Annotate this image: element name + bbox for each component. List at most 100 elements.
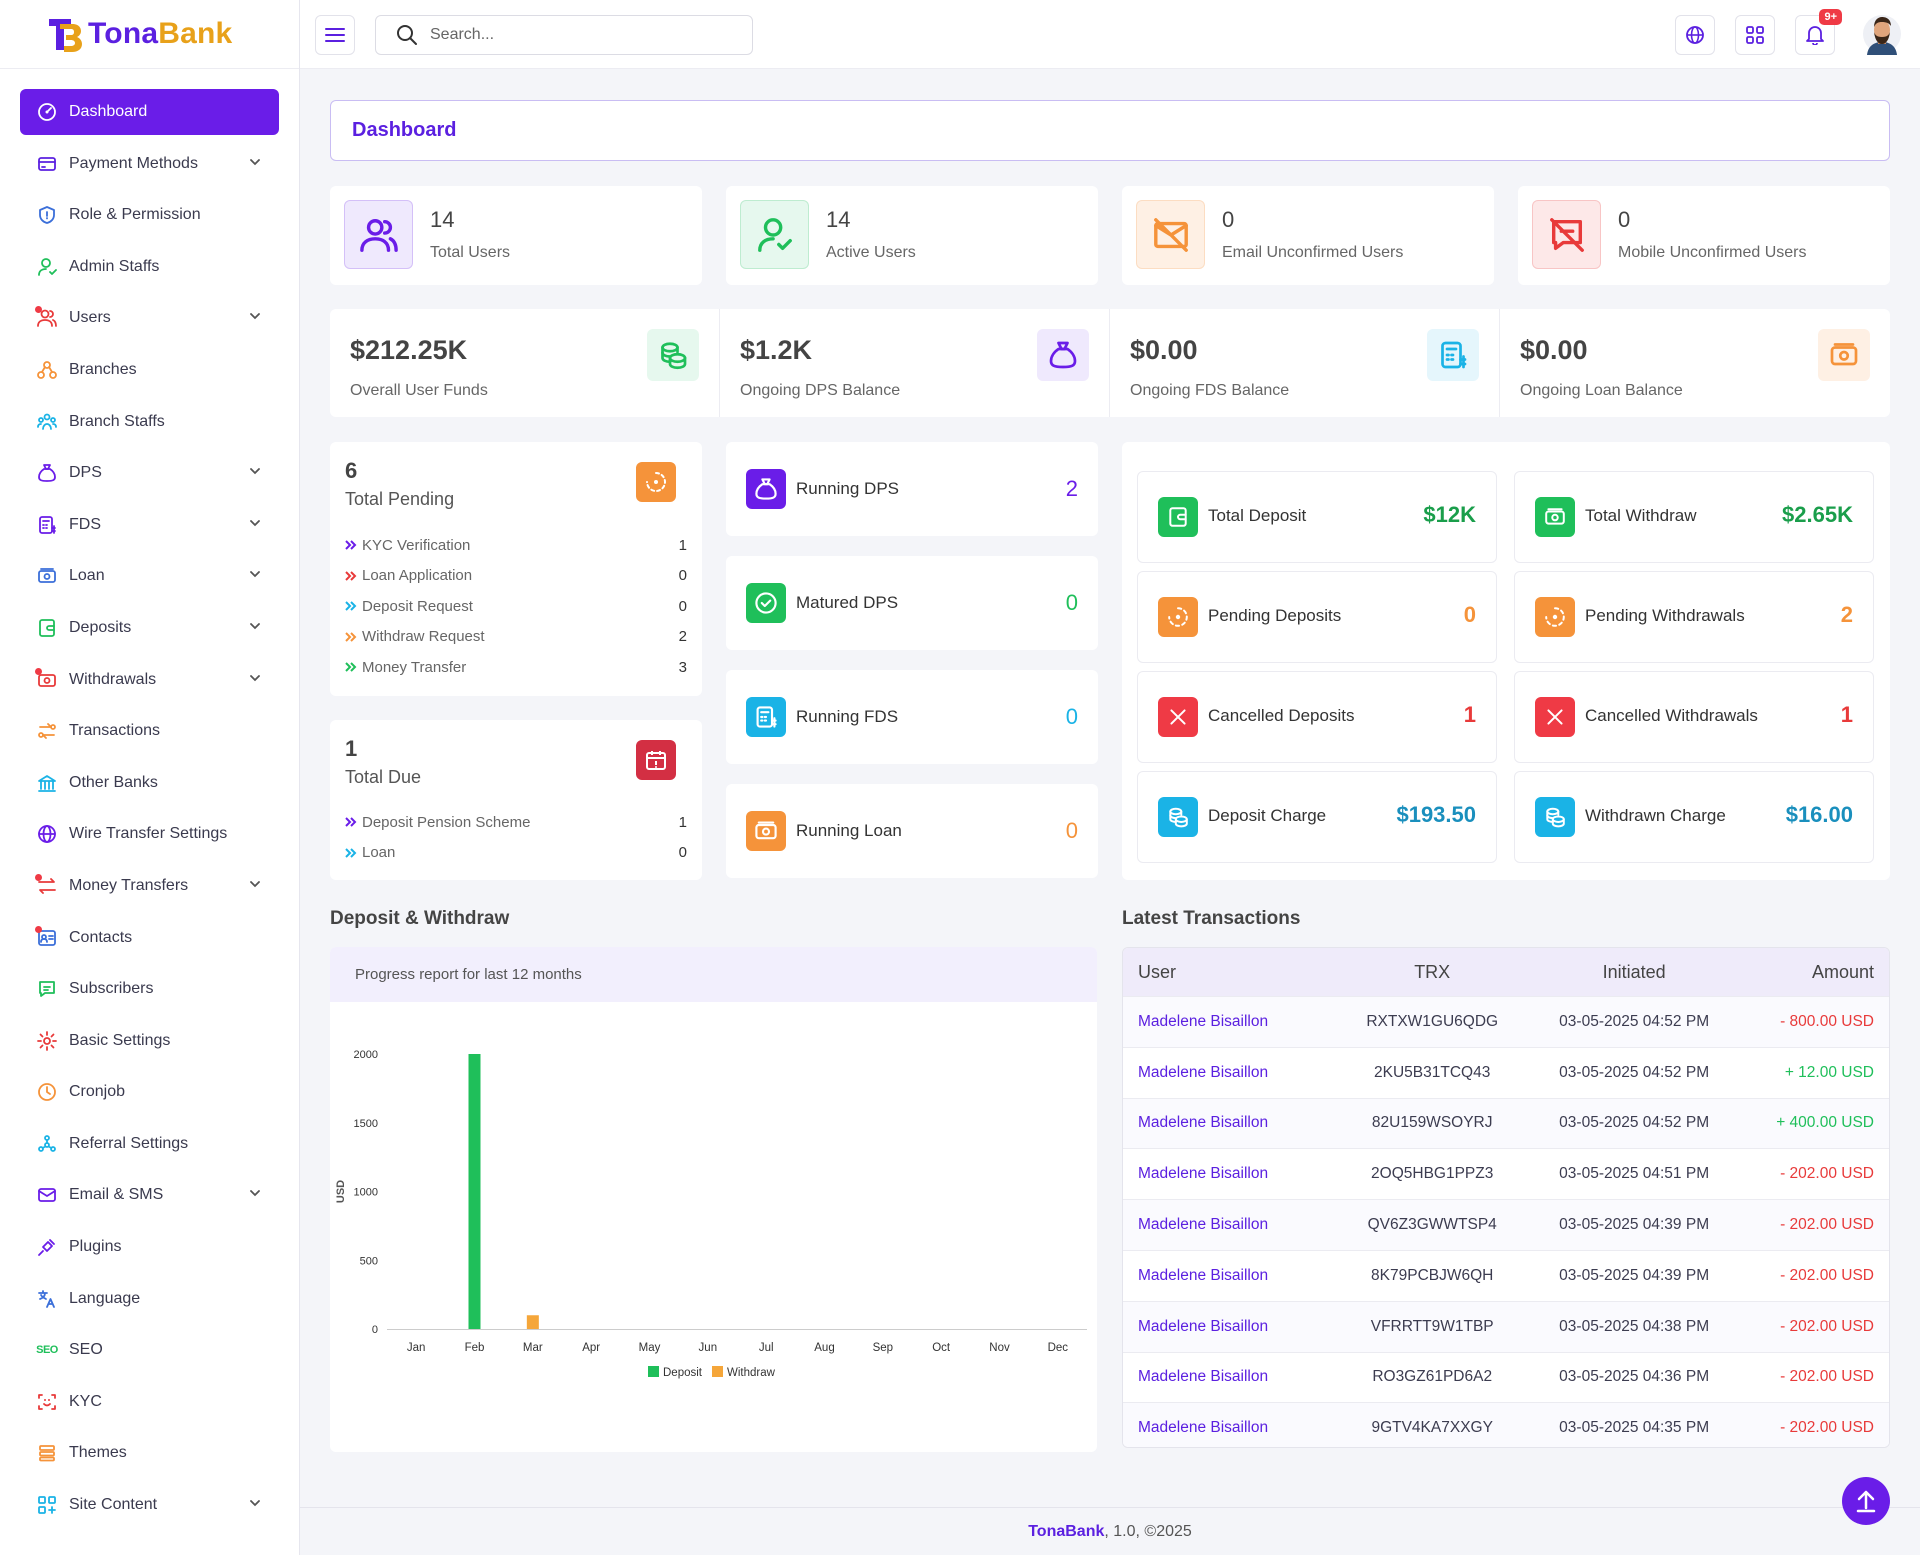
avatar[interactable] xyxy=(1862,13,1902,55)
sidebar-item-label: Loan xyxy=(69,567,105,585)
tx-user[interactable]: Madelene Bisaillon xyxy=(1138,1368,1269,1386)
apps-button[interactable] xyxy=(1735,15,1775,55)
sidebar-item-dashboard[interactable]: Dashboard xyxy=(20,89,279,135)
sidebar-item-site-content[interactable]: Site Content xyxy=(20,1482,279,1528)
pending-item[interactable]: Money Transfer 3 xyxy=(345,656,687,678)
summary-total-withdraw[interactable]: Total Withdraw $2.65K xyxy=(1514,471,1874,563)
tx-user[interactable]: Madelene Bisaillon xyxy=(1138,1012,1269,1030)
sidebar-item-language[interactable]: Language xyxy=(20,1276,279,1322)
sidebar-item-plugins[interactable]: Plugins xyxy=(20,1224,279,1270)
due-item[interactable]: Deposit Pension Scheme 1 xyxy=(345,811,687,833)
notifications-button[interactable]: 9+ xyxy=(1795,9,1842,55)
layers-icon xyxy=(39,1445,55,1462)
sidebar-item-label: Wire Transfer Settings xyxy=(69,825,228,843)
tx-user[interactable]: Madelene Bisaillon xyxy=(1138,1419,1269,1437)
sidebar-item-dps[interactable]: DPS xyxy=(20,450,279,496)
sidebar-item-label: DPS xyxy=(69,464,102,482)
fund-icon-box xyxy=(647,329,699,381)
table-row: Madelene Bisaillon QV6Z3GWWTSP4 03-05-2025… xyxy=(1123,1199,1889,1250)
sidebar-item-admin-staffs[interactable]: Admin Staffs xyxy=(20,244,279,290)
sidebar-item-withdrawals[interactable]: Withdrawals xyxy=(20,657,279,703)
cash-icon xyxy=(1830,343,1858,366)
sidebar-item-payment-methods[interactable]: Payment Methods xyxy=(20,141,279,187)
fund-item: $0.00 Ongoing Loan Balance xyxy=(1500,309,1890,417)
sidebar-item-money-transfers[interactable]: Money Transfers xyxy=(20,863,279,909)
sidebar-item-branch-staffs[interactable]: Branch Staffs xyxy=(20,399,279,445)
sidebar-item-fds[interactable]: FDS xyxy=(20,502,279,548)
fund-item: $1.2K Ongoing DPS Balance xyxy=(720,309,1110,417)
fund-value: $0.00 xyxy=(1520,335,1588,365)
stat-label: Active Users xyxy=(826,244,916,261)
sidebar-item-wire-transfer-settings[interactable]: Wire Transfer Settings xyxy=(20,811,279,857)
sidebar-item-themes[interactable]: Themes xyxy=(20,1430,279,1476)
chevron-down-icon xyxy=(250,571,260,578)
sidebar-item-loan[interactable]: Loan xyxy=(20,553,279,599)
summary-withdrawn-charge[interactable]: Withdrawn Charge $16.00 xyxy=(1514,771,1874,863)
summary-value: 1 xyxy=(1840,702,1853,727)
brand-logo[interactable]: TonaBank xyxy=(0,0,299,69)
menu-toggle-button[interactable] xyxy=(315,15,355,55)
sidebar-item-label: Admin Staffs xyxy=(69,257,160,275)
sidebar-item-other-banks[interactable]: Other Banks xyxy=(20,760,279,806)
footer-brand[interactable]: TonaBank xyxy=(1028,1522,1105,1540)
pending-item[interactable]: Loan Application 0 xyxy=(345,565,687,587)
pending-item[interactable]: KYC Verification 1 xyxy=(345,534,687,556)
double-chevron-right-icon xyxy=(345,540,357,550)
transaction-summary-card: Total Deposit $12K Total Withdraw $2.65K Pen… xyxy=(1122,442,1890,880)
tx-user[interactable]: Madelene Bisaillon xyxy=(1138,1266,1269,1284)
sidebar-item-kyc[interactable]: KYC xyxy=(20,1379,279,1425)
tx-amount: - 202.00 USD xyxy=(1780,1317,1874,1335)
tx-amount: - 202.00 USD xyxy=(1780,1165,1874,1183)
stat-icon-box xyxy=(1532,200,1601,269)
search-input[interactable] xyxy=(430,26,730,44)
tx-user[interactable]: Madelene Bisaillon xyxy=(1138,1114,1269,1132)
topbar: 9+ xyxy=(300,0,1920,69)
summary-value: 0 xyxy=(1463,602,1476,627)
sidebar-item-cronjob[interactable]: Cronjob xyxy=(20,1069,279,1115)
pending-item[interactable]: Withdraw Request 2 xyxy=(345,626,687,648)
sidebar-item-label: Payment Methods xyxy=(69,154,198,172)
due-item[interactable]: Loan 0 xyxy=(345,842,687,864)
pending-item[interactable]: Deposit Request 0 xyxy=(345,595,687,617)
sidebar-item-label: SEO xyxy=(69,1341,103,1359)
summary-deposit-charge[interactable]: Deposit Charge $193.50 xyxy=(1137,771,1497,863)
tx-amount: - 800.00 USD xyxy=(1780,1012,1874,1030)
coins-icon xyxy=(661,342,687,370)
stat-label: Email Unconfirmed Users xyxy=(1222,244,1404,261)
chevron-down-icon xyxy=(250,519,260,527)
summary-icon-box xyxy=(1535,797,1575,837)
sidebar-item-role-permission[interactable]: Role & Permission xyxy=(20,192,279,238)
tx-user[interactable]: Madelene Bisaillon xyxy=(1138,1165,1269,1183)
loader-icon xyxy=(1168,607,1188,627)
pending-item-value: 2 xyxy=(678,628,687,645)
sidebar-item-seo[interactable]: SEO SEO xyxy=(20,1327,279,1373)
tx-user[interactable]: Madelene Bisaillon xyxy=(1138,1317,1269,1335)
calculator-icon xyxy=(1441,341,1467,369)
cash-icon xyxy=(755,821,777,840)
scroll-to-top-button[interactable] xyxy=(1842,1477,1890,1525)
notification-dot xyxy=(35,306,42,314)
tx-user[interactable]: Madelene Bisaillon xyxy=(1138,1063,1269,1081)
sidebar-item-basic-settings[interactable]: Basic Settings xyxy=(20,1018,279,1064)
sidebar-item-deposits[interactable]: Deposits xyxy=(20,605,279,651)
sidebar-item-transactions[interactable]: Transactions xyxy=(20,708,279,754)
sidebar-item-referral-settings[interactable]: Referral Settings xyxy=(20,1121,279,1167)
sidebar-item-users[interactable]: Users xyxy=(20,295,279,341)
sidebar-item-subscribers[interactable]: Subscribers xyxy=(20,966,279,1012)
tx-amount: - 202.00 USD xyxy=(1780,1266,1874,1284)
logo-icon xyxy=(49,19,82,52)
sidebar-item-contacts[interactable]: Contacts xyxy=(20,915,279,961)
running-card-running-loan: Running Loan 0 xyxy=(726,784,1098,878)
summary-cancelled-deposits[interactable]: Cancelled Deposits 1 xyxy=(1137,671,1497,763)
sidebar-item-branches[interactable]: Branches xyxy=(20,347,279,393)
sidebar-item-email-sms[interactable]: Email & SMS xyxy=(20,1172,279,1218)
summary-cancelled-withdrawals[interactable]: Cancelled Withdrawals 1 xyxy=(1514,671,1874,763)
bar-deposit xyxy=(468,1054,481,1329)
tx-amount: - 202.00 USD xyxy=(1780,1419,1874,1437)
language-button[interactable] xyxy=(1675,15,1715,55)
plug-icon xyxy=(38,1239,55,1256)
summary-total-deposit[interactable]: Total Deposit $12K xyxy=(1137,471,1497,563)
summary-pending-deposits[interactable]: Pending Deposits 0 xyxy=(1137,571,1497,663)
summary-pending-withdrawals[interactable]: Pending Withdrawals 2 xyxy=(1514,571,1874,663)
tx-user[interactable]: Madelene Bisaillon xyxy=(1138,1216,1269,1234)
